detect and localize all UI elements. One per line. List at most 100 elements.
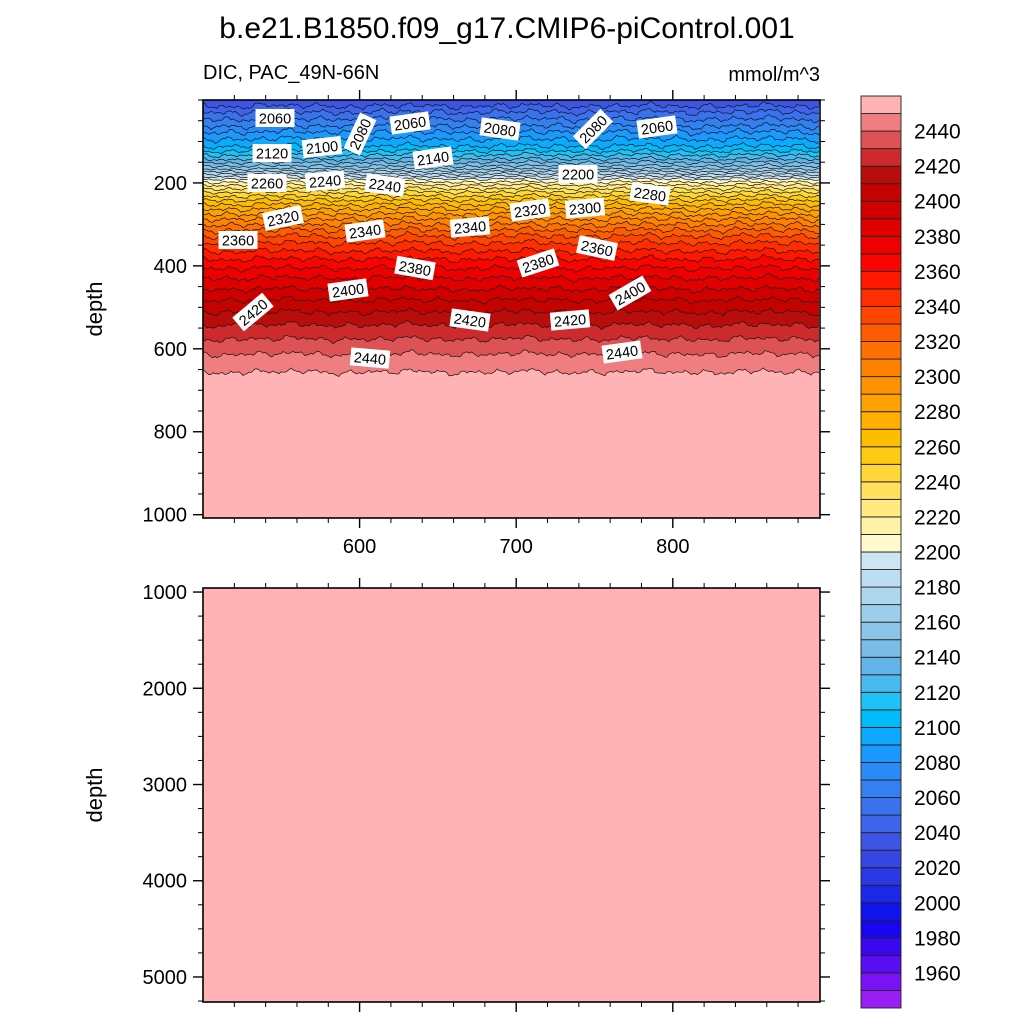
colorbar-box [860, 113, 902, 132]
colorbar-box [860, 534, 902, 553]
colorbar-box [860, 411, 902, 430]
contour-line [203, 215, 820, 224]
lower-y-tick-label: 5000 [143, 967, 188, 989]
colorbar-tick-label: 2260 [914, 436, 961, 459]
contour-label: 2140 [412, 146, 454, 170]
lower-panel-fill [203, 588, 820, 1002]
colorbar-box [860, 990, 902, 1009]
svg-text:2140: 2140 [416, 149, 450, 169]
colorbar-tick-label: 2220 [914, 506, 961, 529]
contour-line [203, 163, 820, 169]
contour-line [203, 284, 820, 294]
contour-label: 2060 [636, 115, 678, 139]
colorbar-tick-label: 2120 [914, 682, 961, 705]
svg-text:2360: 2360 [579, 238, 614, 260]
colorbar-box [860, 516, 902, 535]
page-title: b.e21.B1850.f09_g17.CMIP6-piControl.001 [219, 12, 795, 45]
colorbar-tick-label: 2200 [914, 542, 961, 565]
svg-text:2300: 2300 [568, 200, 602, 219]
upper-y-tick-label: 600 [154, 339, 187, 361]
colorbar-tick-label: 2340 [914, 296, 961, 319]
contour-label: 2060 [389, 111, 431, 135]
contour-line [203, 107, 820, 117]
colorbar-box [860, 183, 902, 202]
lower-y-tick-label: 2000 [143, 678, 188, 700]
colorbar-box [860, 235, 902, 255]
contour-label: 2400 [327, 278, 369, 302]
contour-label: 2360 [576, 235, 618, 261]
colorbar-box [860, 691, 902, 711]
colorbar-box [860, 481, 902, 500]
svg-text:2340: 2340 [453, 219, 487, 238]
contour-label: 2280 [629, 182, 671, 206]
colorbar-tick-label: 2060 [914, 787, 961, 810]
colorbar-box [860, 884, 902, 904]
colorbar-box [860, 95, 902, 114]
upper-y-tick-label: 400 [154, 256, 187, 278]
contour-label: 2260 [247, 174, 287, 193]
colorbar-box [860, 621, 902, 641]
contour-line [203, 197, 820, 204]
x-tick-label: 700 [500, 536, 533, 558]
svg-text:2380: 2380 [397, 259, 432, 280]
colorbar-box [860, 972, 902, 991]
upper-panel-contour-field [203, 100, 820, 518]
colorbar-box [860, 498, 902, 518]
colorbar-box [860, 376, 902, 395]
colorbar-tick-label: 2420 [914, 156, 961, 179]
colorbar-box [860, 130, 902, 150]
colorbar-tick-label: 2380 [914, 226, 961, 249]
contour-label: 2420 [449, 308, 491, 332]
colorbar-box [860, 867, 902, 886]
contour-label: 2120 [252, 144, 292, 163]
colorbar-tick-label: 2040 [914, 822, 961, 845]
colorbar-box [860, 919, 902, 939]
contour-line [203, 263, 819, 274]
upper-y-tick-label: 1000 [143, 505, 188, 527]
upper-y-axis-title: depth [82, 281, 107, 337]
svg-text:2340: 2340 [348, 222, 382, 242]
lower-y-tick-label: 4000 [143, 871, 188, 893]
svg-text:2440: 2440 [605, 343, 639, 363]
colorbar-box [860, 709, 902, 728]
contour-label: 2320 [509, 198, 551, 222]
colorbar-box [860, 270, 902, 290]
contour-line [203, 334, 820, 345]
contour-label: 2080 [479, 117, 521, 141]
contour-line [203, 192, 820, 200]
colorbar-box [860, 744, 902, 763]
colorbar-box [860, 428, 902, 448]
contour-label: 2240 [364, 173, 406, 197]
colorbar-box [860, 586, 902, 606]
contour-label: 2100 [301, 136, 343, 158]
colorbar-box [860, 165, 902, 185]
colorbar-box [860, 674, 902, 693]
svg-text:2060: 2060 [393, 114, 427, 134]
upper-panel-border [202, 99, 821, 519]
axis-tick-labels: 600 700 800 200 400 600 800 1000 1000 2000 3000 400… [143, 173, 690, 989]
contour-label: 2340 [344, 219, 386, 243]
colorbar-tick-label: 2400 [914, 191, 961, 214]
lower-y-tick-label: 3000 [143, 775, 188, 797]
colorbar-box [860, 288, 902, 307]
contour-line [203, 253, 820, 264]
svg-text:2200: 2200 [562, 168, 594, 184]
colorbar-box [860, 446, 902, 465]
svg-text:2420: 2420 [453, 311, 487, 331]
colorbar-tick-label: 2300 [914, 366, 961, 389]
contour-label: 2300 [564, 197, 606, 219]
contour-line [203, 272, 820, 284]
contour-line [203, 225, 820, 235]
colorbar-box [860, 814, 902, 834]
svg-text:2240: 2240 [368, 176, 402, 196]
svg-text:2280: 2280 [633, 185, 667, 205]
colorbar-tick-label: 1960 [914, 962, 961, 985]
contour-label: 2360 [218, 231, 258, 250]
contour-label: 2340 [449, 216, 491, 238]
contour-line [203, 167, 820, 172]
colorbar-tick-label: 2100 [914, 717, 961, 740]
colorbar-box [860, 323, 902, 342]
colorbar-box [860, 762, 902, 781]
